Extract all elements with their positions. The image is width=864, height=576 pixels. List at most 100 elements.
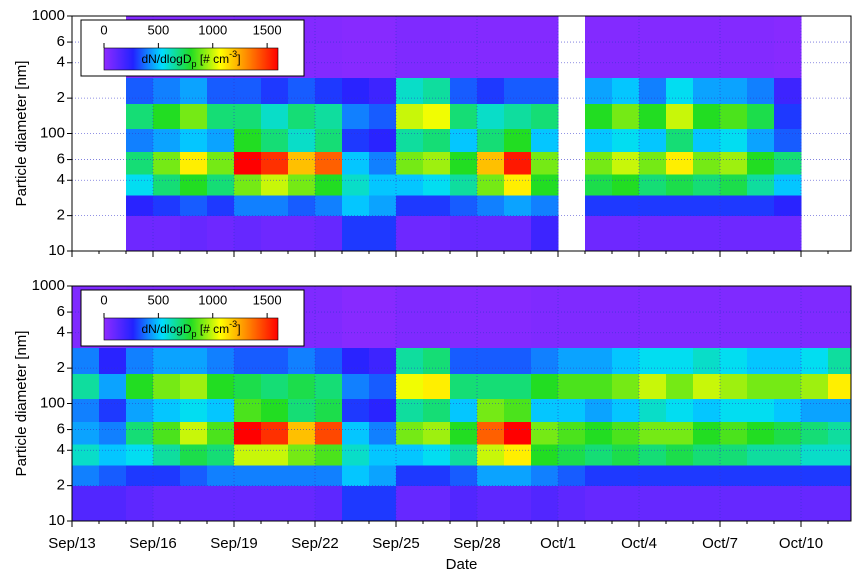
cell bbox=[720, 464, 748, 487]
colorbar-label-part: p bbox=[191, 59, 196, 69]
cell bbox=[747, 464, 775, 487]
cell bbox=[315, 174, 343, 196]
colorbar-label-part: [# cm bbox=[197, 322, 230, 336]
cell bbox=[477, 421, 505, 445]
y-tick-label: 6 bbox=[57, 421, 65, 438]
cell bbox=[747, 215, 775, 252]
cell bbox=[288, 128, 316, 153]
cell bbox=[531, 421, 559, 445]
cell bbox=[396, 151, 424, 175]
cell bbox=[234, 128, 262, 153]
cell bbox=[396, 103, 424, 130]
cell bbox=[639, 151, 667, 175]
cell bbox=[774, 398, 802, 423]
cell bbox=[423, 347, 451, 375]
cell bbox=[369, 174, 397, 196]
cell bbox=[666, 485, 694, 522]
cell bbox=[585, 77, 613, 105]
cell bbox=[423, 373, 451, 400]
cell bbox=[666, 174, 694, 196]
cell bbox=[288, 485, 316, 522]
cell bbox=[423, 286, 451, 348]
cell bbox=[828, 286, 852, 348]
cell bbox=[504, 77, 532, 105]
cell bbox=[261, 103, 289, 130]
cell bbox=[720, 151, 748, 175]
cell bbox=[153, 421, 181, 445]
cell bbox=[639, 286, 667, 348]
cell bbox=[720, 128, 748, 153]
colorbar-label-part: p bbox=[191, 329, 196, 339]
cell bbox=[720, 444, 748, 466]
cell bbox=[747, 103, 775, 130]
cell bbox=[423, 16, 451, 78]
cell bbox=[207, 347, 235, 375]
cell bbox=[774, 444, 802, 466]
cell bbox=[666, 398, 694, 423]
cell bbox=[180, 215, 208, 252]
cell bbox=[234, 347, 262, 375]
cell bbox=[720, 215, 748, 252]
cell bbox=[666, 194, 694, 217]
colorbar-label-part: [# cm bbox=[197, 52, 230, 66]
cell bbox=[504, 174, 532, 196]
cell bbox=[126, 77, 154, 105]
cell bbox=[477, 151, 505, 175]
cell bbox=[477, 485, 505, 522]
cell bbox=[342, 421, 370, 445]
x-tick-label: Oct/1 bbox=[540, 535, 576, 552]
cell bbox=[261, 128, 289, 153]
cell bbox=[558, 398, 586, 423]
cell bbox=[666, 103, 694, 130]
cell bbox=[612, 464, 640, 487]
cell bbox=[126, 347, 154, 375]
colorbar-tick-label: 1000 bbox=[198, 292, 227, 307]
cell bbox=[693, 151, 721, 175]
heatmap bbox=[126, 16, 802, 252]
cell bbox=[369, 151, 397, 175]
y-tick-label: 100 bbox=[40, 394, 65, 411]
cell bbox=[504, 398, 532, 423]
cell bbox=[477, 16, 505, 78]
cell bbox=[585, 151, 613, 175]
cell bbox=[342, 77, 370, 105]
cell bbox=[207, 151, 235, 175]
cell bbox=[369, 464, 397, 487]
y-tick-label: 6 bbox=[57, 303, 65, 320]
cell bbox=[504, 194, 532, 217]
cell bbox=[504, 215, 532, 252]
cell bbox=[126, 215, 154, 252]
cell bbox=[72, 398, 100, 423]
cell bbox=[450, 151, 478, 175]
cell bbox=[423, 174, 451, 196]
cell bbox=[126, 194, 154, 217]
cell bbox=[288, 151, 316, 175]
cell bbox=[261, 151, 289, 175]
cell bbox=[774, 174, 802, 196]
cell bbox=[585, 16, 613, 78]
cell bbox=[639, 194, 667, 217]
cell bbox=[396, 347, 424, 375]
cell bbox=[720, 174, 748, 196]
cell bbox=[558, 373, 586, 400]
cell bbox=[801, 398, 829, 423]
cell bbox=[693, 485, 721, 522]
cell bbox=[450, 103, 478, 130]
cell bbox=[639, 464, 667, 487]
x-tick-label: Sep/25 bbox=[372, 535, 420, 552]
cell bbox=[450, 464, 478, 487]
cell bbox=[180, 398, 208, 423]
cell bbox=[477, 347, 505, 375]
cell bbox=[180, 373, 208, 400]
cell bbox=[342, 286, 370, 348]
cell bbox=[234, 151, 262, 175]
cell bbox=[288, 464, 316, 487]
cell bbox=[774, 373, 802, 400]
cell bbox=[288, 398, 316, 423]
cell bbox=[342, 373, 370, 400]
cell bbox=[639, 174, 667, 196]
cell bbox=[558, 347, 586, 375]
cell bbox=[315, 16, 343, 78]
colorbar-label-part: dN/dlogD bbox=[141, 322, 191, 336]
cell bbox=[585, 373, 613, 400]
